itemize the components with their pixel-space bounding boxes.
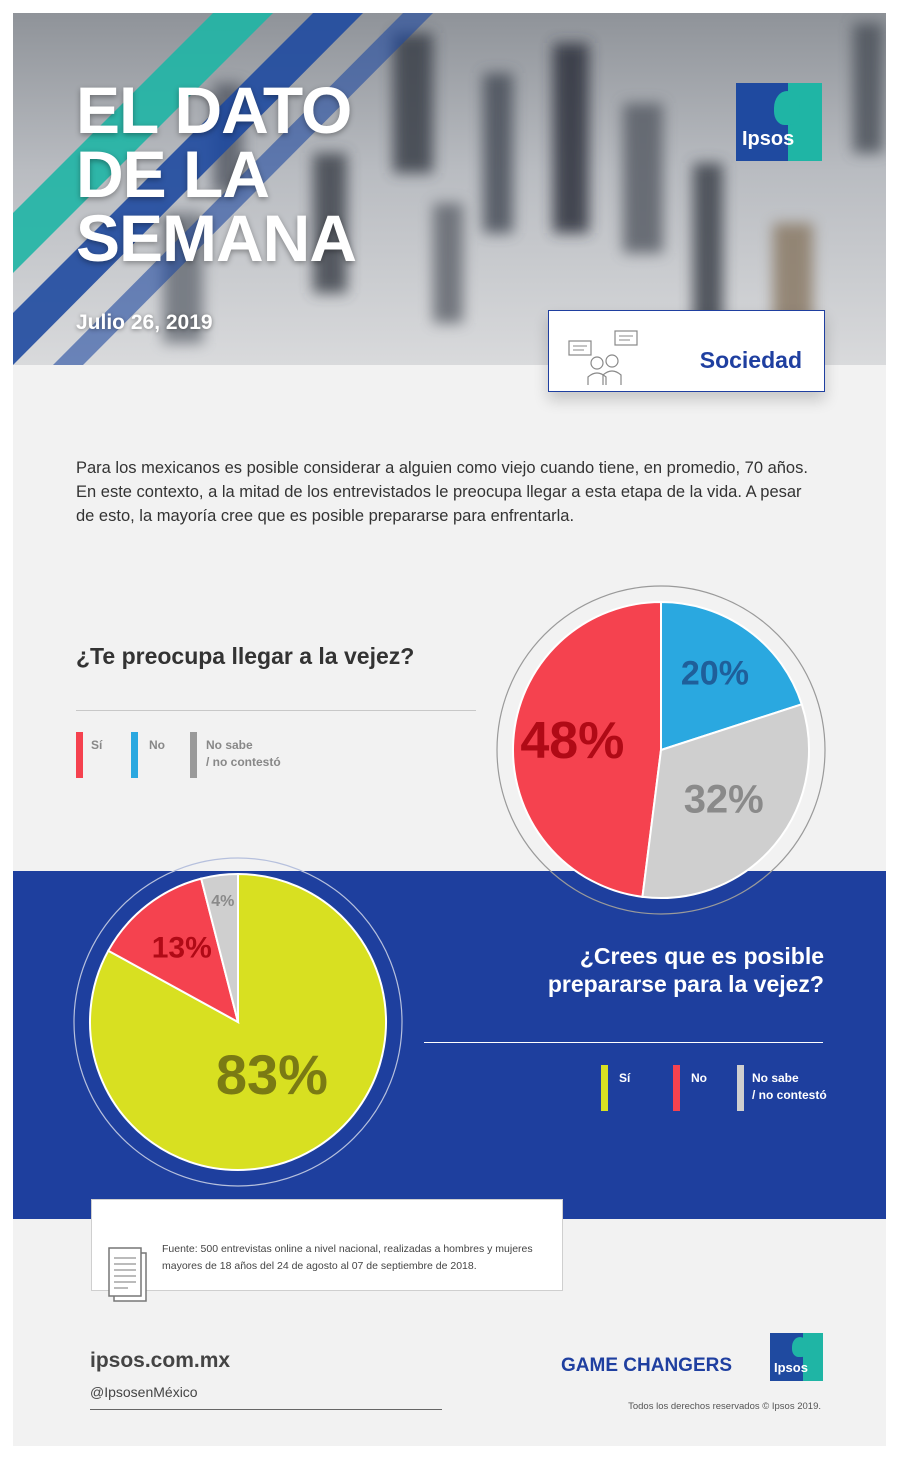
pie-slice-no-sabe-no-contest [641,703,810,899]
social-handle[interactable]: @IpsosenMéxico [90,1384,198,1400]
pie-slice-s [512,600,662,898]
pie-chart-prepare: 83% 13% 4% [73,857,403,1187]
ipsos-logo: Ipsos [736,83,822,161]
pie-slice-no [106,877,240,1024]
page-title: EL DATO DE LA SEMANA [76,73,357,275]
pie-data-label: 83% [216,1043,328,1106]
pie-data-label: 32% [684,777,764,821]
pie-slice-no [660,600,804,752]
category-label: Sociedad [699,347,802,373]
divider [424,1042,823,1043]
source-box: Fuente: 500 entrevistas online a nivel n… [91,1199,563,1302]
divider [76,710,476,711]
question-1-title: ¿Te preocupa llegar a la vejez? [76,643,415,669]
website-link[interactable]: ipsos.com.mx [90,1349,231,1372]
pie-data-label: 48% [520,712,624,770]
people-talking-icon [568,330,638,385]
pie-data-label: 13% [152,931,212,964]
source-text: Fuente: 500 entrevistas online a nivel n… [162,1243,533,1272]
ipsos-logo-footer: Ipsos [770,1333,823,1381]
document-icon [108,1247,147,1302]
publication-date: Julio 26, 2019 [76,311,213,334]
tagline: GAME CHANGERS [561,1355,733,1376]
question-2-title: ¿Crees que es posible prepararse para la… [547,943,824,997]
copyright: Todos los derechos reservados © Ipsos 20… [628,1401,821,1412]
divider [90,1409,442,1410]
pie-data-label: 4% [211,893,234,910]
pie-outer-ring [73,857,403,1187]
intro-paragraph: Para los mexicanos es posible considerar… [76,459,808,525]
pie-slice-no-sabe-no-contest [199,872,239,1023]
category-badge: Sociedad [548,310,825,392]
pie-chart-worry: 48% 20% 32% [496,585,826,915]
head-silhouette-icon [774,91,800,125]
hero-banner: EL DATO DE LA SEMANA Julio 26, 2019 Ipso… [13,13,886,365]
pie-outer-ring [496,585,826,915]
head-silhouette-icon [792,1337,808,1357]
infographic: EL DATO DE LA SEMANA Julio 26, 2019 Ipso… [13,13,886,1446]
crowd-photo [13,13,883,365]
pie-data-label: 20% [681,655,749,693]
